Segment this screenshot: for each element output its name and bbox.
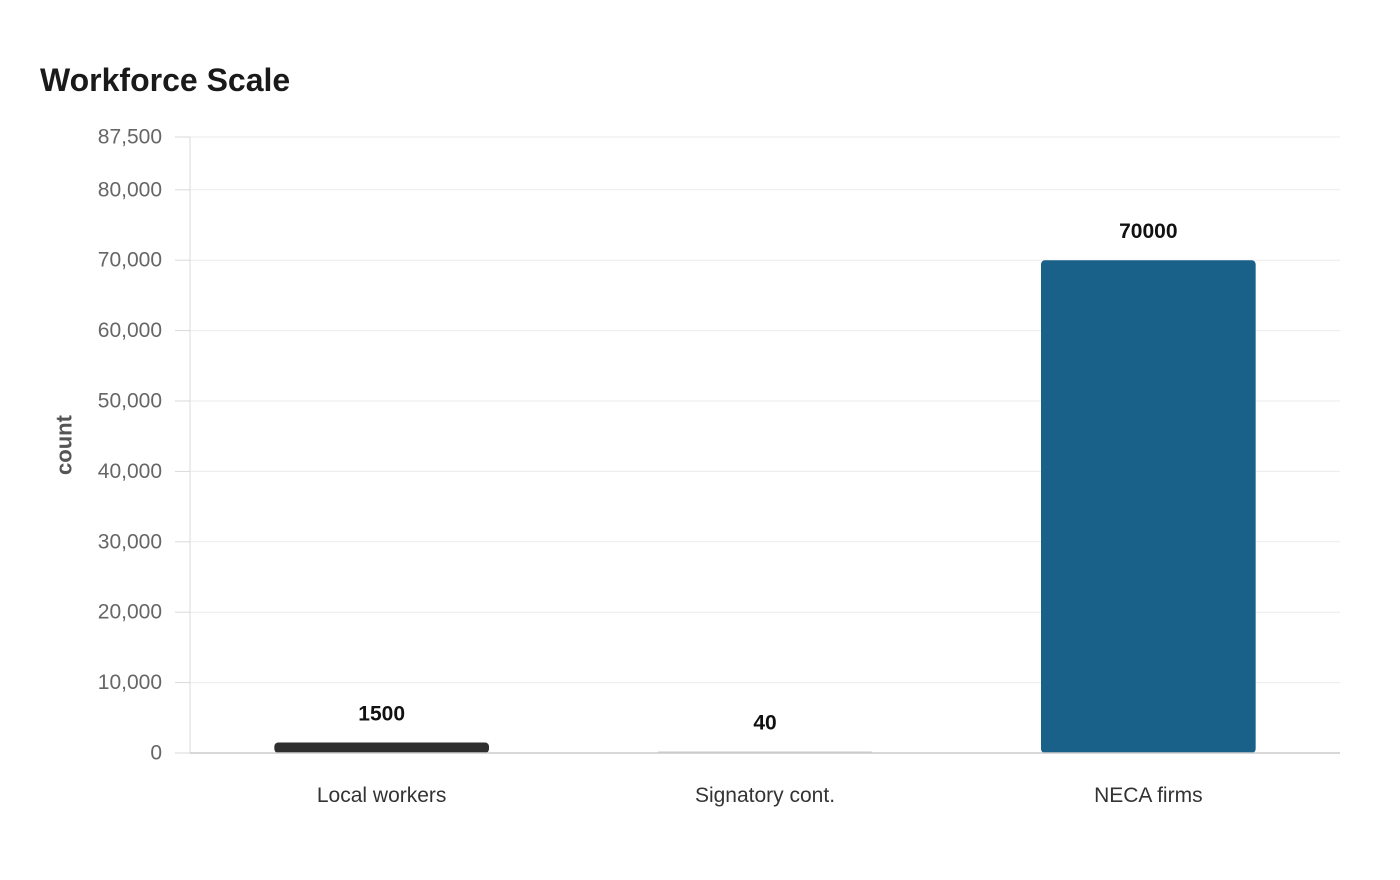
y-tick-label: 40,000 xyxy=(98,460,162,483)
data-label: 40 xyxy=(753,712,776,735)
x-tick-label: Local workers xyxy=(317,784,447,807)
data-labels: 1500 40 70000 xyxy=(358,220,1177,734)
data-label: 70000 xyxy=(1119,220,1177,243)
y-tick-label: 70,000 xyxy=(98,249,162,272)
y-axis-ticks: 0 10,000 20,000 30,000 40,000 50,000 60,000 70,… xyxy=(98,126,190,765)
x-tick-label: Signatory cont. xyxy=(695,784,835,807)
bar-local-workers xyxy=(274,742,489,753)
x-tick-label: NECA firms xyxy=(1094,784,1203,807)
bar-neca-firms xyxy=(1041,260,1256,753)
y-tick-label: 50,000 xyxy=(98,390,162,413)
y-axis-title: count xyxy=(52,414,77,475)
y-tick-label: 0 xyxy=(150,742,162,765)
bars xyxy=(274,260,1256,753)
y-tick-label: 80,000 xyxy=(98,178,162,201)
chart-title: Workforce Scale xyxy=(40,62,291,98)
data-label: 1500 xyxy=(358,702,405,725)
x-axis-ticks: Local workers Signatory cont. NECA firms xyxy=(317,784,1203,807)
y-tick-label: 30,000 xyxy=(98,530,162,553)
y-tick-label: 10,000 xyxy=(98,671,162,694)
y-tick-label: 87,500 xyxy=(98,126,162,149)
y-tick-label: 60,000 xyxy=(98,319,162,342)
y-tick-label: 20,000 xyxy=(98,601,162,624)
